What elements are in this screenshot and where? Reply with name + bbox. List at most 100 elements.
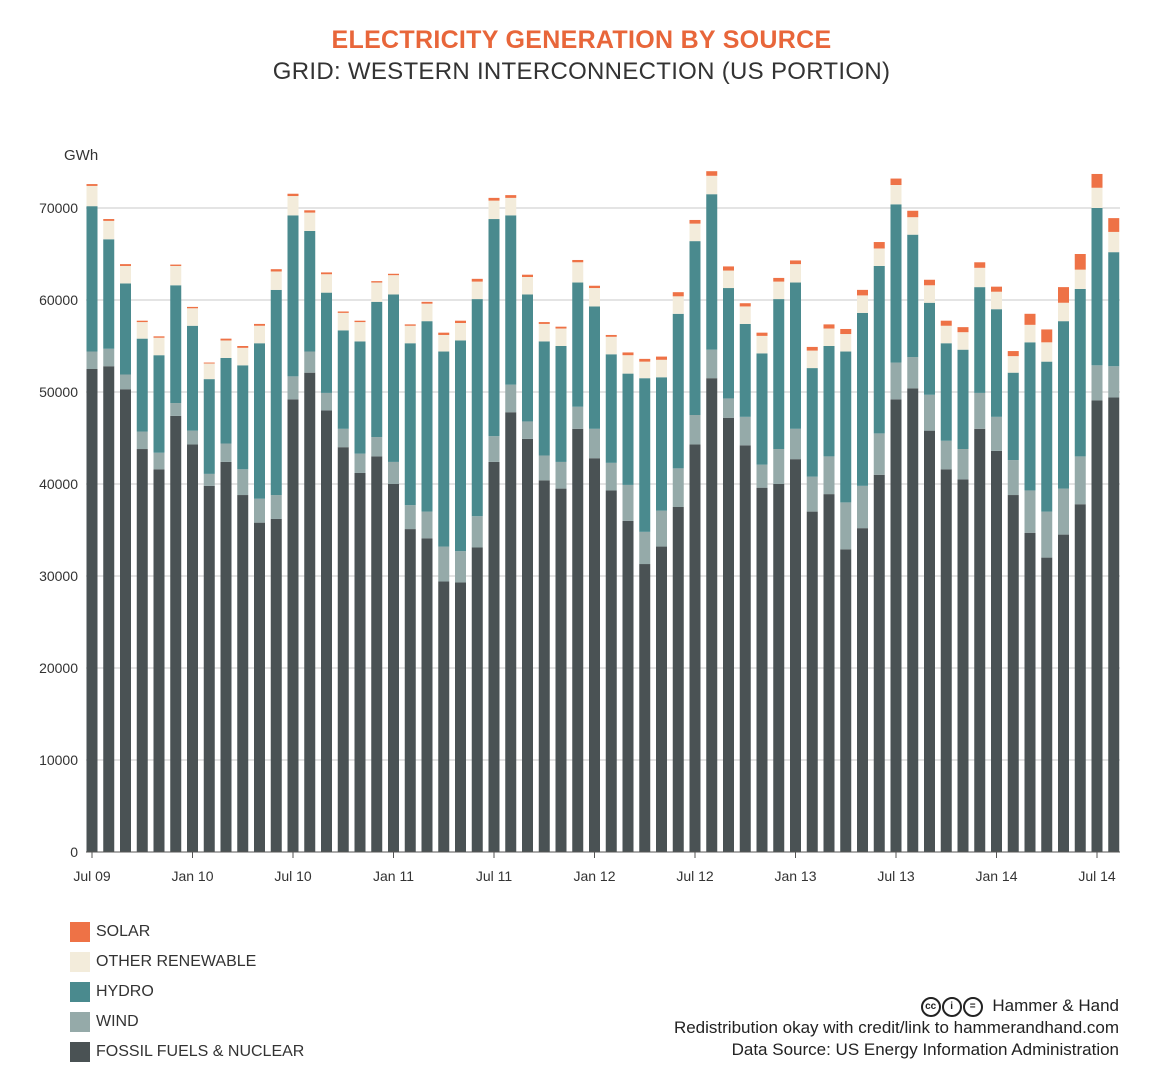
y-tick-label: 20000 (39, 660, 78, 676)
bar-segment-other-renewable (974, 267, 986, 288)
bar-segment-other-renewable (388, 275, 399, 295)
bar-segment-wind (270, 495, 282, 519)
bar-segment-fossil-fuels-nuclear (270, 518, 282, 852)
bar-segment-fossil-fuels-nuclear (639, 564, 651, 852)
bar-segment-wind (689, 415, 701, 445)
bar-segment-fossil-fuels-nuclear (924, 430, 935, 852)
bar-segment-solar (354, 320, 366, 323)
bar-segment-hydro (907, 234, 919, 358)
bar-segment-solar (86, 184, 98, 186)
bar-segment-fossil-fuels-nuclear (455, 582, 466, 852)
bar-segment-solar (471, 278, 483, 282)
data-source-note: Data Source: US Energy Information Admin… (731, 1040, 1119, 1059)
bar-segment-hydro (689, 241, 701, 415)
bar-segment-other-renewable (572, 262, 584, 283)
bar-segment-hydro (1108, 252, 1120, 367)
bar-segment-wind (672, 468, 684, 507)
bar-segment-hydro (388, 294, 399, 462)
bar-segment-wind (790, 428, 801, 460)
bar-segment-fossil-fuels-nuclear (940, 469, 952, 852)
bar-segment-hydro (455, 340, 466, 552)
bar-segment-fossil-fuels-nuclear (471, 547, 483, 852)
bar-segment-solar (873, 242, 885, 249)
bar-segment-solar (672, 292, 684, 297)
bar-segment-fossil-fuels-nuclear (706, 378, 718, 852)
bar-segment-wind (924, 394, 935, 431)
x-tick-label: Jul 14 (1078, 868, 1116, 884)
bar-segment-fossil-fuels-nuclear (890, 399, 902, 852)
bar-segment-fossil-fuels-nuclear (170, 415, 182, 852)
legend-swatch-fossil-nuclear (70, 1042, 90, 1062)
bar-segment-wind (907, 357, 919, 389)
bar-segment-other-renewable (120, 265, 131, 284)
bar-segment-wind (120, 374, 131, 390)
bar-segment-other-renewable (1024, 324, 1036, 343)
bar-segment-hydro (304, 231, 316, 352)
bar-segment-other-renewable (706, 175, 718, 195)
bar-segment-solar (1058, 287, 1069, 303)
bar-segment-solar (756, 332, 768, 336)
bar-segment-solar (120, 264, 131, 266)
bar-segment-solar (723, 266, 734, 271)
bar-segment-other-renewable (254, 325, 265, 344)
bar-segment-other-renewable (823, 328, 835, 346)
bar-segment-wind (86, 351, 98, 369)
bar-segment-other-renewable (153, 337, 165, 356)
bar-segment-solar (220, 338, 232, 341)
bar-segment-fossil-fuels-nuclear (287, 399, 299, 852)
bar-segment-fossil-fuels-nuclear (187, 444, 198, 852)
y-tick-label: 0 (70, 844, 78, 860)
bar-segment-fossil-fuels-nuclear (337, 447, 349, 852)
bar-segment-hydro (270, 289, 282, 496)
bar-segment-wind (756, 464, 768, 488)
bar-segment-hydro (924, 302, 935, 395)
bar-segment-fossil-fuels-nuclear (773, 484, 785, 852)
bar-segment-fossil-fuels-nuclear (304, 372, 316, 852)
y-axis-unit-label: GWh (64, 147, 98, 164)
bar-segment-fossil-fuels-nuclear (488, 461, 500, 852)
x-tick-label: Jan 11 (373, 868, 414, 884)
bar-segment-wind (136, 431, 148, 450)
bar-segment-fossil-fuels-nuclear (974, 428, 986, 852)
bar-segment-fossil-fuels-nuclear (857, 528, 868, 852)
bar-segment-hydro (153, 355, 165, 453)
bar-segment-fossil-fuels-nuclear (806, 511, 818, 852)
bar-segment-fossil-fuels-nuclear (1041, 557, 1053, 852)
bar-segment-other-renewable (890, 185, 902, 205)
bar-segment-solar (203, 362, 215, 364)
bar-segment-wind (455, 551, 466, 583)
bar-segment-wind (957, 449, 969, 480)
bar-segment-other-renewable (270, 271, 282, 290)
legend-swatch-wind (70, 1012, 90, 1032)
bar-segment-fossil-fuels-nuclear (136, 449, 148, 852)
bar-segment-wind (170, 403, 182, 416)
bar-segment-fossil-fuels-nuclear (656, 546, 667, 852)
legend-item-other-renewable: OTHER RENEWABLE (70, 947, 304, 977)
bar-segment-other-renewable (723, 270, 734, 289)
bar-segment-wind (1074, 456, 1086, 505)
bar-segment-other-renewable (773, 281, 785, 300)
bar-segment-wind (739, 416, 751, 446)
bar-segment-hydro (873, 265, 885, 434)
bar-segment-other-renewable (589, 288, 600, 307)
bar-segment-solar (1007, 351, 1019, 357)
bar-segment-other-renewable (354, 322, 366, 342)
bar-segment-solar (555, 326, 567, 329)
legend-swatch-solar (70, 922, 90, 942)
bar-segment-solar (823, 324, 835, 329)
bar-segment-other-renewable (538, 323, 550, 342)
legend-label-solar: SOLAR (96, 923, 151, 940)
bar-segment-other-renewable (605, 336, 617, 355)
bar-segment-fossil-fuels-nuclear (354, 472, 366, 852)
bar-segment-other-renewable (505, 197, 517, 216)
y-tick-label: 30000 (39, 568, 78, 584)
legend-item-fossil-nuclear: FOSSIL FUELS & NUCLEAR (70, 1037, 304, 1067)
bar-segment-fossil-fuels-nuclear (371, 456, 383, 852)
bar-segment-other-renewable (404, 325, 416, 344)
bar-segment-fossil-fuels-nuclear (672, 507, 684, 852)
legend-label-wind: WIND (96, 1013, 139, 1030)
bar-segment-other-renewable (1041, 342, 1053, 362)
bar-segment-solar (321, 272, 332, 275)
bar-segment-fossil-fuels-nuclear (404, 529, 416, 852)
bar-segment-hydro (656, 377, 667, 511)
